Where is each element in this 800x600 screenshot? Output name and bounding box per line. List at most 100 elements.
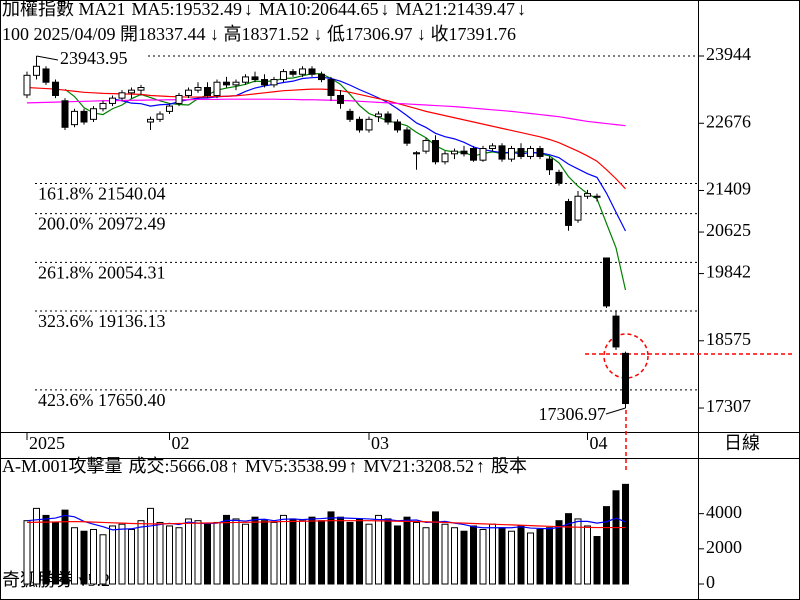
candle-body [498, 145, 506, 160]
candle-body [52, 81, 59, 96]
volume-bar [213, 521, 221, 585]
ma-line [26, 98, 626, 127]
candle-body [365, 118, 373, 131]
volume-bar [308, 516, 316, 585]
volume-bar [422, 527, 430, 585]
volume-bar [622, 483, 629, 585]
candle-body [489, 145, 496, 150]
volume-bar [242, 523, 249, 585]
volume-bar [61, 509, 69, 585]
candle-body [527, 148, 534, 157]
volume-bar [479, 528, 487, 585]
candle-body [232, 81, 240, 86]
highlight-circle [603, 333, 649, 379]
volume-bar [280, 514, 287, 585]
candle-body [42, 68, 50, 83]
volume-bar [128, 528, 135, 585]
legend-label: MA5:19532.49 [132, 0, 243, 19]
candle-body [308, 68, 316, 75]
candle-body [223, 81, 230, 86]
candle-body [128, 89, 135, 94]
candle-body [280, 71, 287, 81]
candle-body [90, 108, 97, 120]
level-label: 323.6% 19136.13 [38, 311, 166, 331]
volume-bar [517, 525, 525, 585]
volume-bar [546, 527, 553, 585]
y-tick-label: 18575 [706, 329, 751, 349]
mv-line [26, 520, 626, 529]
candle-body [23, 74, 31, 96]
candle-body [432, 140, 439, 163]
volume-bar [194, 520, 202, 585]
y-tick-label: 2000 [706, 537, 742, 557]
volume-bar [441, 523, 449, 585]
legend-label: MA21:21439.47 [396, 0, 516, 19]
candle-body [109, 97, 116, 104]
candle-body [156, 113, 164, 120]
volume-bar [451, 527, 458, 585]
candle-body [422, 140, 430, 152]
volume-bar [118, 523, 126, 585]
legend-label: MA10:20644.65 [259, 0, 379, 19]
candle-body [555, 171, 563, 184]
pane-title: 加權指數 MA21 [2, 0, 126, 19]
volume-bar [223, 514, 230, 585]
y-tick-label: 4000 [706, 502, 742, 522]
legend-label: 成交:5666.08 [129, 456, 229, 476]
volume-bar [356, 518, 363, 585]
y-tick-label: 23944 [706, 44, 751, 64]
candle-body [593, 195, 601, 198]
candle-body [584, 193, 591, 197]
pane-title: A-M.001攻擊量 [2, 456, 123, 476]
volume-bar [175, 527, 183, 585]
candle-body [204, 87, 211, 96]
candle-body [327, 79, 335, 96]
volume-bar [432, 511, 439, 585]
candle-body [71, 110, 78, 126]
high-leader [36, 55, 59, 61]
candle-body [270, 79, 278, 86]
candle-body [546, 158, 553, 171]
candle-body [137, 87, 145, 91]
candle-body [251, 76, 259, 81]
volume-bar [251, 516, 259, 585]
volume-bar [166, 525, 173, 585]
candle-body [118, 92, 126, 99]
volume-bar [403, 516, 411, 585]
candle-body [536, 148, 544, 157]
candle-body [61, 100, 69, 128]
volume-bar [413, 521, 420, 585]
crosshair [585, 333, 795, 472]
y-tick-label: 17307 [706, 396, 751, 416]
candle-body [470, 148, 477, 161]
level-label: 261.8% 20054.31 [38, 262, 166, 282]
volume-bar [204, 523, 211, 585]
volume-bar [508, 530, 515, 585]
legend-label: MV5:3538.99 [245, 456, 347, 476]
volume-bar [574, 518, 582, 585]
candle-body [356, 118, 363, 131]
candle-body [403, 129, 411, 144]
volume-bar [270, 521, 278, 585]
volume-bar [52, 521, 59, 585]
volume-bar [318, 520, 325, 585]
x-tick-label: 03 [371, 433, 389, 453]
low-label: 17306.97 [539, 404, 607, 424]
info-line: 100 2025/04/09 開18337.44 ↓ 高18371.52 ↓ 低… [2, 24, 516, 44]
candle-body [603, 257, 610, 307]
level-label: 200.0% 20972.49 [38, 214, 166, 234]
volume-bar [365, 523, 373, 585]
candle-body [194, 87, 202, 91]
volume-bar [289, 518, 297, 585]
volume-bar [527, 532, 534, 585]
candle-body [80, 110, 88, 123]
candle-body [517, 148, 525, 157]
candle-body [242, 76, 249, 83]
candle-body [299, 68, 306, 75]
volume-bar [80, 530, 88, 585]
volume-bar [23, 520, 31, 585]
candle-body [337, 94, 344, 104]
candle-body [261, 79, 268, 86]
volume-bar [460, 530, 468, 585]
candle-body [612, 315, 620, 348]
